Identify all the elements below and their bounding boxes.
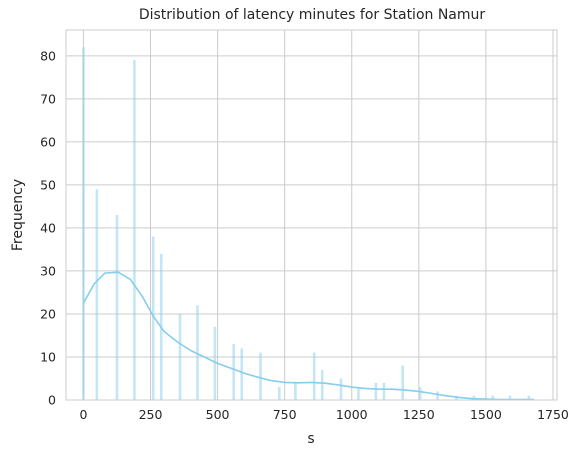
histogram-bar — [320, 369, 324, 400]
histogram-bar — [436, 391, 439, 400]
histogram-bar — [278, 387, 281, 400]
histogram-bar — [240, 348, 244, 400]
plot-frame — [65, 29, 558, 401]
histogram-bar — [232, 344, 235, 400]
x-tick-label: 1000 — [336, 407, 368, 422]
y-tick-label: 30 — [40, 263, 56, 278]
histogram-bars — [82, 47, 531, 401]
histogram-bar — [178, 313, 182, 400]
y-tick-label: 50 — [40, 177, 56, 192]
histogram-bar — [259, 352, 262, 400]
y-tick-label: 60 — [40, 134, 56, 149]
histogram-bar — [82, 47, 85, 401]
x-tick-label: 1250 — [403, 407, 435, 422]
kde-line — [82, 271, 535, 401]
y-tick-label: 10 — [40, 349, 56, 364]
grid — [66, 30, 557, 401]
histogram-bar — [133, 60, 136, 401]
x-tick-labels: 0 250 500 750 1000 1250 1500 1750 — [79, 407, 568, 422]
y-tick-label: 70 — [40, 91, 56, 106]
kde-layer — [82, 271, 535, 401]
x-tick-label: 750 — [273, 407, 297, 422]
chart-title: Distribution of latency minutes for Stat… — [139, 7, 486, 23]
histogram-bar — [95, 189, 99, 400]
histogram-bar — [312, 352, 316, 400]
histogram-bar — [357, 387, 360, 400]
histogram-bar — [374, 382, 378, 400]
histogram-bar — [339, 378, 343, 400]
histogram-bar — [527, 395, 531, 400]
histogram-bar — [401, 365, 405, 400]
y-axis-label: Frequency — [10, 179, 26, 251]
x-tick-label: 250 — [139, 407, 163, 422]
histogram-bar — [508, 395, 512, 400]
y-tick-label: 40 — [40, 220, 56, 235]
y-tick-label: 20 — [40, 306, 56, 321]
x-tick-label: 0 — [79, 407, 87, 422]
histogram-bar — [213, 326, 217, 400]
x-tick-label: 500 — [206, 407, 230, 422]
x-axis-label: s — [307, 431, 314, 447]
histogram-bar — [151, 236, 155, 400]
y-tick-labels: 0 10 20 30 40 50 60 70 80 — [40, 48, 56, 407]
histogram-bar — [382, 382, 386, 400]
histogram-bar — [491, 395, 494, 400]
histogram-bar — [294, 382, 297, 400]
y-tick-label: 0 — [48, 393, 56, 408]
histogram-bar — [418, 387, 422, 400]
histogram-bar — [472, 395, 476, 400]
y-tick-label: 80 — [40, 48, 56, 63]
histogram-bar — [115, 215, 119, 400]
x-tick-label: 1500 — [470, 407, 502, 422]
x-tick-label: 1750 — [537, 407, 569, 422]
histogram-bar — [196, 305, 199, 400]
